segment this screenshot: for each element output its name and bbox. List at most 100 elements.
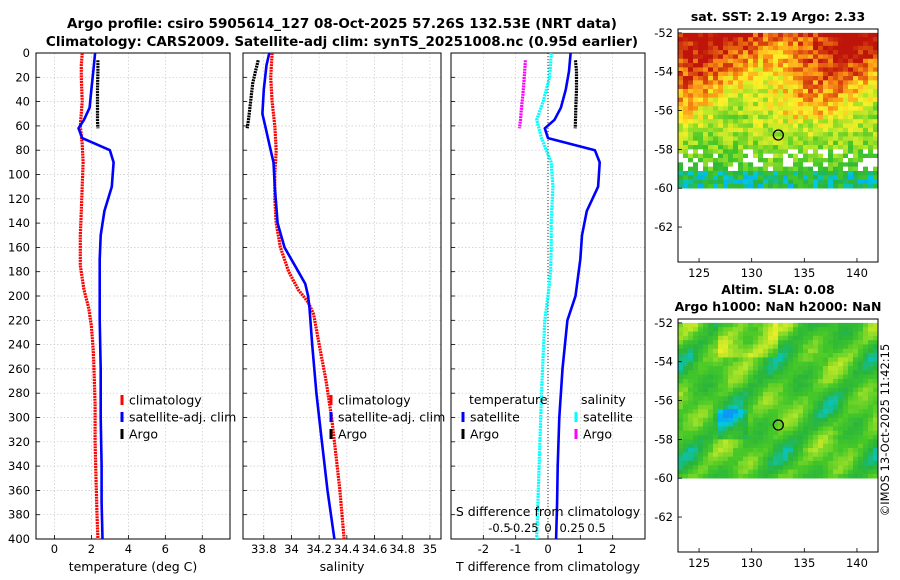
heatmap-cell — [778, 448, 784, 453]
heatmap-cell — [853, 93, 859, 98]
y-tick-label: 0 — [23, 46, 30, 60]
heatmap-cell — [853, 145, 859, 150]
heatmap-cell — [818, 63, 824, 68]
heatmap-cell — [748, 335, 754, 341]
heatmap-cell — [733, 469, 739, 475]
heatmap-cell — [708, 374, 714, 380]
heatmap-cell — [758, 353, 764, 358]
heatmap-cell — [853, 460, 859, 466]
heatmap-cell — [813, 93, 819, 98]
heatmap-cell — [833, 145, 839, 150]
heatmap-cell — [833, 175, 839, 180]
heatmap-cell — [693, 469, 699, 475]
heatmap-cell — [738, 67, 744, 73]
heatmap-cell — [733, 183, 739, 189]
y-tick-label: -52 — [654, 316, 673, 330]
y-tick-label: 340 — [8, 459, 30, 473]
heatmap-cell — [818, 473, 824, 479]
heatmap-cell — [803, 170, 809, 176]
heatmap-cell — [683, 456, 689, 462]
heatmap-cell — [763, 110, 769, 116]
heatmap-cell — [693, 76, 699, 81]
heatmap-cell — [733, 456, 739, 462]
heatmap-cell — [733, 404, 739, 410]
heatmap-cell — [793, 331, 799, 337]
heatmap-cell — [733, 426, 739, 432]
heatmap-cell — [773, 430, 779, 436]
heatmap-cell — [793, 374, 799, 380]
heatmap-cell — [853, 110, 859, 116]
heatmap-cell — [858, 353, 864, 358]
heatmap-cell — [838, 149, 844, 154]
heatmap-cell — [743, 383, 749, 388]
map-title: sat. SST: 2.19 Argo: 2.33 — [691, 9, 865, 24]
heatmap-cell — [783, 37, 789, 42]
heatmap-cell — [773, 132, 779, 137]
heatmap-cell — [713, 378, 719, 384]
heatmap-cell — [678, 426, 684, 432]
heatmap-cell — [763, 76, 769, 81]
heatmap-cell — [693, 452, 699, 457]
heatmap-cell — [743, 387, 749, 393]
series-line-s-argo — [517, 60, 527, 129]
x-tick-label: 35 — [423, 542, 438, 556]
heatmap-cell — [758, 110, 764, 116]
heatmap-cell — [713, 413, 719, 419]
heatmap-cell — [788, 41, 794, 47]
heatmap-cell — [758, 456, 764, 462]
heatmap-cell — [738, 32, 744, 38]
heatmap-cell — [748, 84, 754, 90]
heatmap-cell — [838, 404, 844, 410]
heatmap-cell — [863, 93, 869, 98]
heatmap-cell — [713, 54, 719, 60]
heatmap-cell — [683, 54, 689, 60]
heatmap-cell — [728, 136, 734, 142]
heatmap-cell — [843, 353, 849, 358]
heatmap-cell — [873, 348, 879, 354]
heatmap-cell — [778, 473, 784, 479]
heatmap-cell — [738, 114, 744, 120]
heatmap-cell — [868, 361, 874, 367]
heatmap-cell — [728, 71, 734, 77]
heatmap-cell — [853, 149, 859, 154]
heatmap-cell — [713, 422, 719, 427]
heatmap-cell — [728, 119, 734, 124]
heatmap-cell — [748, 54, 754, 60]
heatmap-cell — [678, 353, 684, 358]
heatmap-cell — [688, 41, 694, 47]
heatmap-cell — [693, 460, 699, 466]
heatmap-cell — [693, 106, 699, 111]
heatmap-cell — [858, 335, 864, 341]
heatmap-cell — [828, 357, 834, 363]
heatmap-cell — [868, 378, 874, 384]
heatmap-cell — [868, 88, 874, 94]
heatmap-cell — [868, 439, 874, 444]
heatmap-cell — [738, 335, 744, 341]
heatmap-cell — [733, 67, 739, 73]
heatmap-cell — [688, 396, 694, 401]
heatmap-cell — [798, 170, 804, 176]
heatmap-cell — [773, 409, 779, 414]
heatmap-cell — [868, 80, 874, 85]
heatmap-cell — [758, 45, 764, 51]
heatmap-cell — [823, 127, 829, 133]
heatmap-cell — [693, 439, 699, 444]
heatmap-cell — [783, 387, 789, 393]
heatmap-cell — [813, 340, 819, 345]
heatmap-cell — [798, 93, 804, 98]
heatmap-cell — [773, 80, 779, 85]
heatmap-cell — [818, 127, 824, 133]
heatmap-cell — [788, 37, 794, 42]
heatmap-cell — [738, 473, 744, 479]
heatmap-cell — [863, 45, 869, 51]
heatmap-cell — [828, 409, 834, 414]
heatmap-cell — [833, 426, 839, 432]
heatmap-cell — [773, 383, 779, 388]
heatmap-cell — [833, 417, 839, 423]
heatmap-cell — [793, 63, 799, 68]
heatmap-cell — [838, 417, 844, 423]
heatmap-cell — [853, 357, 859, 363]
heatmap-cell — [778, 465, 784, 470]
heatmap-cell — [758, 132, 764, 137]
heatmap-cell — [728, 473, 734, 479]
